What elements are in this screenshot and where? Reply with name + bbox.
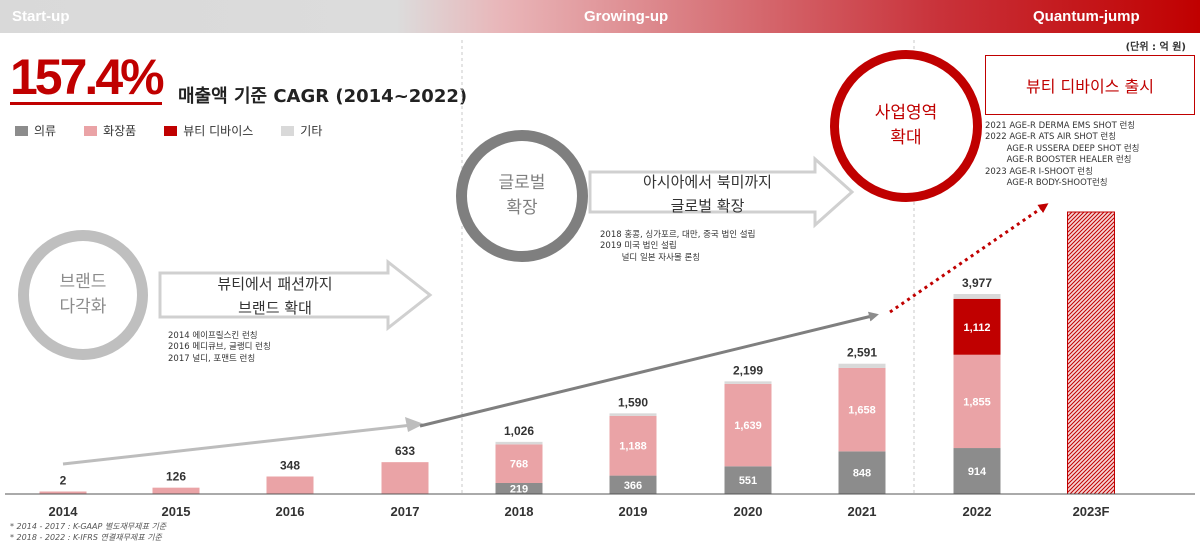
total-label: 633 <box>395 444 415 458</box>
global-circle: 글로벌 확장 <box>456 130 588 262</box>
segment-label: 1,855 <box>963 396 991 408</box>
x-tick-label: 2016 <box>276 504 305 519</box>
total-label: 1,590 <box>618 395 648 409</box>
bar-segment <box>838 451 886 494</box>
bar-segment <box>724 466 772 494</box>
brand-arrow-shape <box>158 258 433 332</box>
business-circle: 사업영역 확대 <box>830 50 982 202</box>
segment-label: 768 <box>510 459 528 471</box>
brand-arrow-text: 뷰티에서 패션까지 브랜드 확대 <box>217 275 333 317</box>
legend-item-cosmetics: 화장품 <box>84 122 136 139</box>
bar-segment <box>724 383 772 467</box>
legend-label: 의류 <box>34 124 57 138</box>
segment-label: 219 <box>510 483 528 495</box>
bar-segment <box>609 413 657 416</box>
bar-segment <box>266 476 314 494</box>
business-notes: 2021 AGE-R DERMA EMS SHOT 런칭 2022 AGE-R … <box>985 121 1140 189</box>
global-notes: 2018 홍콩, 싱가포르, 대만, 중국 법인 설립 2019 미국 법인 설… <box>600 230 756 263</box>
total-label: 2,199 <box>733 363 763 377</box>
x-tick-label: 2018 <box>505 504 534 519</box>
x-tick-label: 2015 <box>162 504 191 519</box>
legend-swatch <box>15 125 28 136</box>
bar-segment <box>495 441 543 445</box>
legend-swatch <box>84 125 98 136</box>
total-label: 126 <box>166 470 186 484</box>
trend-arrow-startup <box>62 423 413 466</box>
x-tick-label: 2022 <box>963 504 992 519</box>
bar-segment <box>381 462 429 494</box>
cagr-label: 매출액 기준 CAGR (2014~2022) <box>178 86 468 107</box>
segment-label: 1,188 <box>619 441 647 453</box>
legend-label: 화장품 <box>103 124 137 138</box>
segment-label: 551 <box>739 475 757 487</box>
x-tick-label: 2023F <box>1073 504 1110 519</box>
segment-label: 848 <box>853 468 871 480</box>
bar-segment <box>609 415 657 476</box>
total-label: 348 <box>280 458 300 472</box>
total-label: 1,026 <box>504 424 534 438</box>
segment-label: 914 <box>968 466 987 478</box>
legend-item-apparel: 의류 <box>15 122 56 139</box>
segment-label: 1,112 <box>964 322 991 334</box>
brand-circle: 브랜드 다각화 <box>18 230 148 360</box>
global-arrow-text: 아시아에서 북미까지 글로벌 확장 <box>643 173 772 215</box>
global-arrow-shape <box>588 155 855 229</box>
banner-startup: Start-up <box>12 8 70 25</box>
bar-segment <box>152 487 200 494</box>
bar-segment <box>609 475 657 494</box>
footnote-1: * 2014 - 2017 : K-GAAP 별도재무제표 기준 <box>10 522 167 531</box>
banner-quantum: Quantum-jump <box>1033 8 1140 25</box>
legend-label: 뷰티 디바이스 <box>183 124 254 138</box>
bar-segment <box>953 298 1001 355</box>
bar-segment <box>838 367 886 452</box>
trend-arrow-growing <box>419 311 879 428</box>
total-label: 2,591 <box>847 346 877 360</box>
bar-segment <box>953 354 1001 449</box>
bar-forecast <box>1067 211 1115 495</box>
bar-segment <box>953 294 1001 299</box>
legend-item-beauty-device: 뷰티 디바이스 <box>164 122 253 139</box>
bar-segment <box>838 363 886 368</box>
total-label: 3,977 <box>962 276 992 290</box>
banner-growing: Growing-up <box>584 8 669 25</box>
unit-label: (단위 : 억 원) <box>1125 42 1186 53</box>
cagr-underline <box>10 102 162 105</box>
bar-segment <box>953 448 1001 494</box>
bar-segment <box>495 444 543 483</box>
segment-label: 1,639 <box>734 420 762 432</box>
legend-swatch <box>281 125 295 136</box>
bar-segment <box>724 381 772 384</box>
x-tick-label: 2020 <box>734 504 763 519</box>
bar-segment <box>495 482 543 494</box>
x-tick-label: 2017 <box>391 504 420 519</box>
x-tick-label: 2019 <box>619 504 648 519</box>
segment-label: 366 <box>624 480 642 492</box>
segment-label: 1,658 <box>848 405 876 417</box>
footnote-2: * 2018 - 2022 : K-IFRS 연결재무제표 기준 <box>10 533 162 542</box>
total-label: 2 <box>60 474 67 488</box>
legend-swatch <box>164 125 178 136</box>
legend-label: 기타 <box>300 124 323 138</box>
x-tick-label: 2021 <box>848 504 877 519</box>
phase-banner: Start-up Growing-up Quantum-jump <box>0 0 1200 33</box>
chart-legend: 의류 화장품 뷰티 디바이스 기타 <box>15 122 350 139</box>
x-tick-label: 2014 <box>49 504 79 519</box>
legend-item-other: 기타 <box>281 122 322 139</box>
bar-segment <box>39 491 87 494</box>
cagr-value: 157.4% <box>10 49 165 105</box>
brand-notes: 2014 에이프릴스킨 런칭 2016 메디큐브, 글랭디 런칭 2017 널디… <box>168 331 271 364</box>
beauty-device-box: 뷰티 디바이스 출시 <box>985 55 1195 115</box>
